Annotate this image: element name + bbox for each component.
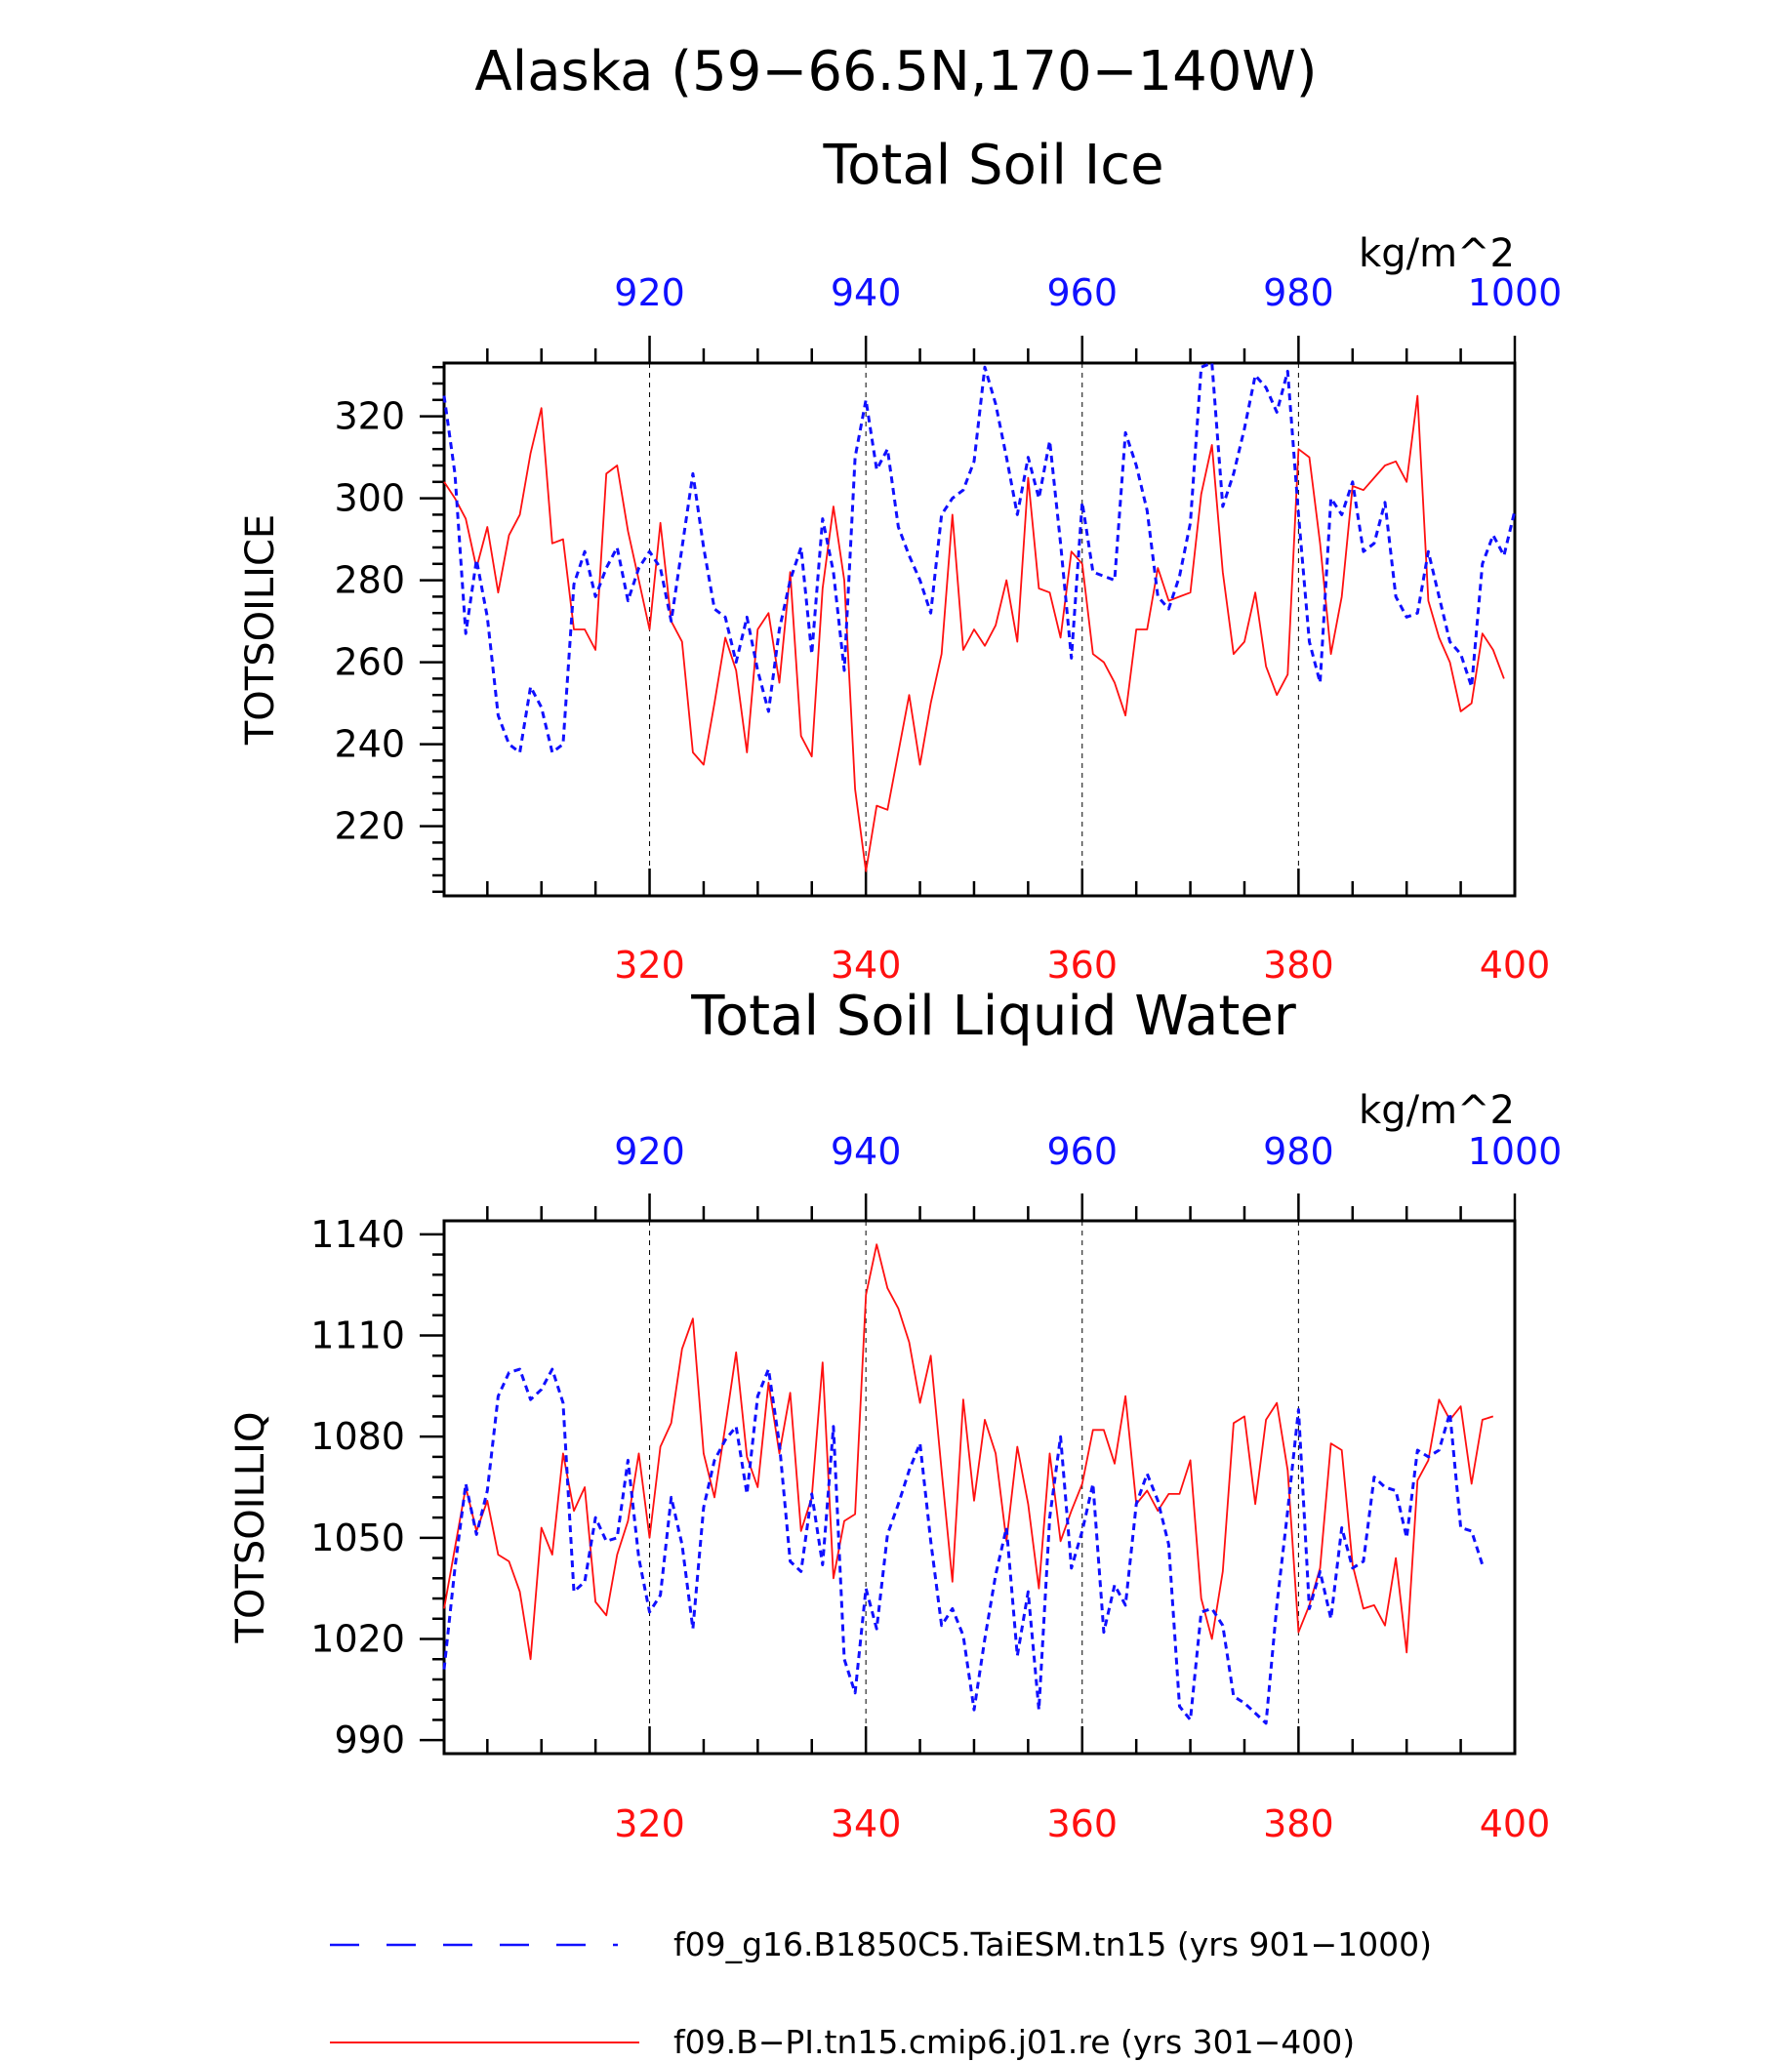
plot-frame bbox=[442, 361, 1517, 898]
y-tick-label: 220 bbox=[334, 805, 405, 848]
x-tick-label-bottom: 360 bbox=[1047, 1802, 1119, 1845]
x-tick-label-bottom: 320 bbox=[614, 1802, 685, 1845]
series-blue-line bbox=[442, 361, 1517, 754]
panel-title: Total Soil Ice bbox=[822, 134, 1163, 197]
y-tick-label: 320 bbox=[334, 395, 405, 438]
x-tick-label-top: 920 bbox=[614, 271, 685, 314]
y-axis-label: TOTSOILICE bbox=[238, 514, 283, 746]
x-tick-label-top: 940 bbox=[831, 1130, 902, 1173]
x-tick-label-top: 1000 bbox=[1468, 271, 1563, 314]
series-red-line bbox=[443, 1243, 1494, 1661]
series-red-line bbox=[443, 394, 1505, 872]
legend: f09_g16.B1850C5.TaiESM.tn15 (yrs 901−100… bbox=[330, 1925, 1432, 2061]
y-tick-label: 1050 bbox=[310, 1516, 405, 1559]
y-tick-label: 280 bbox=[334, 559, 405, 602]
plot-frame bbox=[442, 1219, 1517, 1756]
panel-soil-liquid-water: Total Soil Liquid Water kg/m^2 TOTSOILLIQ 3… bbox=[228, 985, 1562, 1845]
y-tick-label: 240 bbox=[334, 723, 405, 766]
y-tick-label: 260 bbox=[334, 641, 405, 684]
x-tick-label-bottom: 400 bbox=[1480, 944, 1551, 987]
y-tick-label: 1140 bbox=[310, 1213, 405, 1256]
y-tick-label: 1080 bbox=[310, 1415, 405, 1458]
x-tick-label-bottom: 360 bbox=[1047, 944, 1119, 987]
panel-soil-ice: Total Soil Ice kg/m^2 TOTSOILICE 320 340 360 3… bbox=[238, 134, 1562, 987]
y-tick-label: 1110 bbox=[310, 1314, 405, 1356]
x-tick-label-top: 960 bbox=[1047, 271, 1119, 314]
series-blue-line bbox=[442, 1367, 1485, 1725]
x-tick-label-top: 1000 bbox=[1468, 1130, 1563, 1173]
x-tick-label-bottom: 320 bbox=[614, 944, 685, 987]
units-label: kg/m^2 bbox=[1359, 1088, 1515, 1133]
panel-title: Total Soil Liquid Water bbox=[690, 985, 1297, 1048]
legend-red-label: f09.B−PI.tn15.cmip6.j01.re (yrs 301−400) bbox=[673, 2023, 1355, 2061]
y-tick-label: 300 bbox=[334, 477, 405, 520]
x-tick-label-bottom: 380 bbox=[1263, 944, 1334, 987]
x-tick-label-bottom: 340 bbox=[831, 944, 902, 987]
y-tick-label: 1020 bbox=[310, 1618, 405, 1661]
y-tick-label: 990 bbox=[334, 1718, 405, 1761]
x-tick-label-bottom: 380 bbox=[1263, 1802, 1334, 1845]
x-tick-label-bottom: 340 bbox=[831, 1802, 902, 1845]
x-tick-label-bottom: 400 bbox=[1480, 1802, 1551, 1845]
x-tick-label-top: 920 bbox=[614, 1130, 685, 1173]
y-axis-label: TOTSOILLIQ bbox=[228, 1412, 273, 1644]
units-label: kg/m^2 bbox=[1359, 231, 1515, 276]
figure-title: Alaska (59−66.5N,170−140W) bbox=[474, 40, 1317, 103]
x-tick-label-top: 980 bbox=[1263, 1130, 1334, 1173]
x-tick-label-top: 940 bbox=[831, 271, 902, 314]
x-tick-label-top: 980 bbox=[1263, 271, 1334, 314]
x-tick-label-top: 960 bbox=[1047, 1130, 1119, 1173]
legend-blue-label: f09_g16.B1850C5.TaiESM.tn15 (yrs 901−100… bbox=[673, 1925, 1432, 1963]
